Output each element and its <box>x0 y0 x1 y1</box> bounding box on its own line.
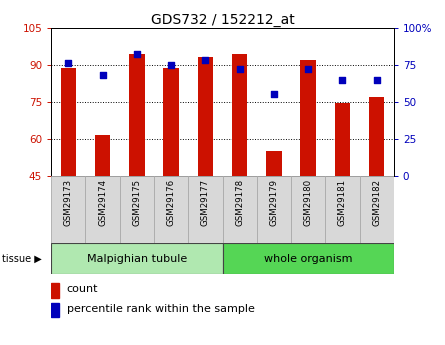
Bar <box>335 103 350 176</box>
Point <box>236 66 243 72</box>
Bar <box>85 176 120 243</box>
Text: count: count <box>67 284 98 294</box>
Text: GSM29178: GSM29178 <box>235 179 244 226</box>
Bar <box>266 151 282 176</box>
Point <box>373 77 380 82</box>
Text: GSM29179: GSM29179 <box>269 179 279 226</box>
Point <box>168 62 175 68</box>
Bar <box>61 68 76 176</box>
Text: GSM29173: GSM29173 <box>64 179 73 226</box>
Text: GSM29175: GSM29175 <box>132 179 142 226</box>
Bar <box>369 97 384 176</box>
Text: Malpighian tubule: Malpighian tubule <box>87 254 187 264</box>
Bar <box>51 283 59 298</box>
Text: GSM29177: GSM29177 <box>201 179 210 226</box>
Bar <box>188 176 222 243</box>
Bar <box>291 176 325 243</box>
Bar <box>360 176 394 243</box>
Text: whole organism: whole organism <box>264 254 352 264</box>
Point <box>305 66 312 72</box>
Text: GSM29182: GSM29182 <box>372 179 381 226</box>
Point <box>99 72 106 78</box>
Point <box>271 92 278 97</box>
Text: tissue ▶: tissue ▶ <box>2 254 42 264</box>
Bar <box>95 135 110 176</box>
Bar <box>257 176 291 243</box>
Title: GDS732 / 152212_at: GDS732 / 152212_at <box>150 12 295 27</box>
Bar <box>198 57 213 176</box>
Point <box>202 58 209 63</box>
Text: percentile rank within the sample: percentile rank within the sample <box>67 304 255 314</box>
Bar <box>154 176 188 243</box>
Bar <box>222 176 257 243</box>
Point <box>339 77 346 82</box>
Bar <box>51 303 59 317</box>
Bar <box>325 176 360 243</box>
Text: GSM29176: GSM29176 <box>166 179 176 226</box>
Bar <box>222 243 394 274</box>
Text: GSM29180: GSM29180 <box>303 179 313 226</box>
Bar <box>51 243 223 274</box>
Point <box>65 60 72 66</box>
Bar <box>232 53 247 176</box>
Bar <box>300 60 316 176</box>
Text: GSM29181: GSM29181 <box>338 179 347 226</box>
Bar <box>129 53 145 176</box>
Bar <box>163 68 179 176</box>
Text: GSM29174: GSM29174 <box>98 179 107 226</box>
Point <box>134 51 141 57</box>
Bar <box>120 176 154 243</box>
Bar <box>51 176 85 243</box>
